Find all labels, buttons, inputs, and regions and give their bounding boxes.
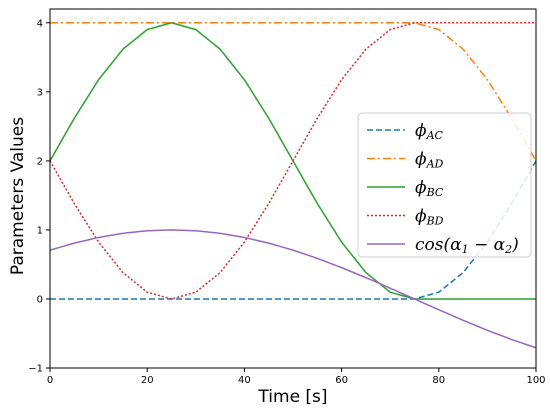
plot-area (50, 22, 536, 349)
x-axis-label: Time [s] (257, 387, 327, 407)
series-line-1 (50, 22, 536, 162)
x-tick-label: 60 (335, 375, 348, 386)
legend-label: ϕAC (415, 121, 444, 142)
series-line-3 (50, 22, 536, 300)
legend-label: cos(α1 − α2) (415, 235, 519, 256)
x-tick-label: 20 (141, 375, 154, 386)
series-line-0 (50, 160, 536, 300)
legend-label: ϕBC (415, 178, 444, 199)
legend-label: ϕAD (415, 150, 444, 171)
y-tick-label: 0 (37, 294, 43, 305)
axes-frame (49, 8, 537, 369)
y-tick-label: 3 (37, 87, 43, 98)
x-tick-label: 100 (526, 375, 545, 386)
y-tick-label: 1 (37, 225, 43, 236)
x-tick-label: 0 (47, 375, 53, 386)
y-tick-label: −1 (28, 364, 43, 375)
y-axis-label: Parameters Values (8, 117, 28, 275)
series-line-4 (50, 229, 536, 349)
legend-label: ϕBD (415, 207, 444, 228)
x-tick-label: 80 (432, 375, 445, 386)
y-tick-label: 2 (37, 156, 43, 167)
x-tick-label: 40 (238, 375, 251, 386)
legend: ϕAC ϕAD ϕBC ϕBD cos(α1 − α2) (357, 112, 532, 258)
axes: 0 20 40 60 80 100 −1 0 1 2 3 4 (28, 8, 546, 386)
legend-box (357, 112, 532, 258)
y-tick-label: 4 (37, 18, 43, 29)
